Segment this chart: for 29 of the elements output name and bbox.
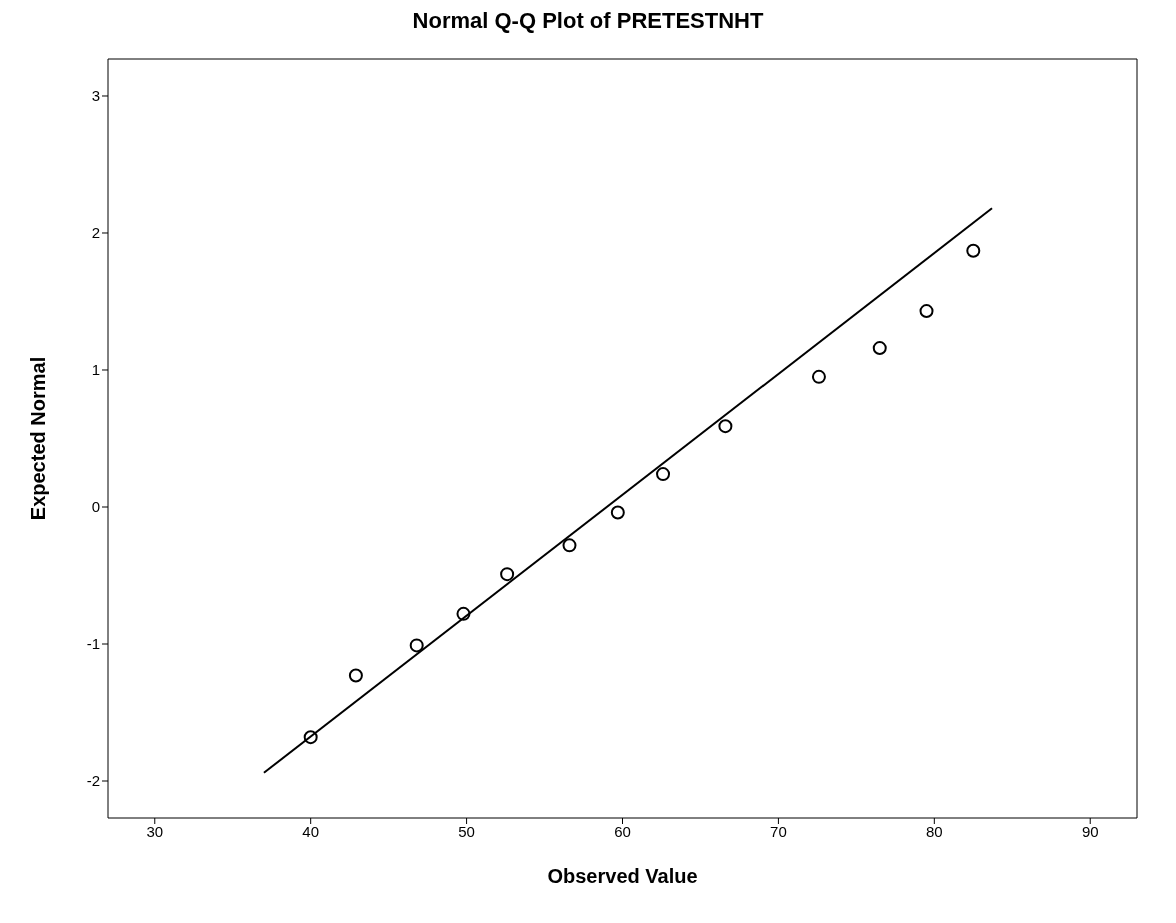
point	[718, 419, 733, 434]
point	[348, 668, 363, 683]
x-tick-label: 60	[614, 822, 631, 840]
chart-title: Normal Q-Q Plot of PRETESTNHT	[411, 8, 765, 35]
y-tick-label: -1	[86, 635, 100, 653]
x-tick-label: 40	[302, 822, 320, 840]
x-axis-title: Observed Value	[547, 865, 698, 887]
y-tick-label: -2	[86, 772, 100, 790]
point	[811, 369, 826, 384]
x-tick-label: 80	[925, 822, 943, 840]
point	[562, 538, 577, 553]
y-tick-label: 1	[91, 361, 100, 379]
point	[872, 341, 887, 356]
y-tick-label: 0	[91, 498, 100, 516]
x-tick-label: 50	[458, 822, 475, 840]
point	[303, 730, 318, 745]
x-tick-label: 70	[770, 822, 787, 840]
point	[966, 243, 981, 258]
x-tick-label: 30	[146, 822, 164, 840]
x-tick-label: 90	[1081, 822, 1099, 840]
y-tick-label: 3	[91, 87, 100, 105]
point	[610, 505, 625, 520]
point	[656, 467, 671, 482]
point	[409, 638, 424, 653]
point	[456, 606, 471, 621]
point	[919, 304, 934, 319]
point	[500, 567, 515, 582]
y-axis-title: Expected Normal	[27, 356, 50, 521]
y-tick-label: 2	[91, 224, 100, 242]
